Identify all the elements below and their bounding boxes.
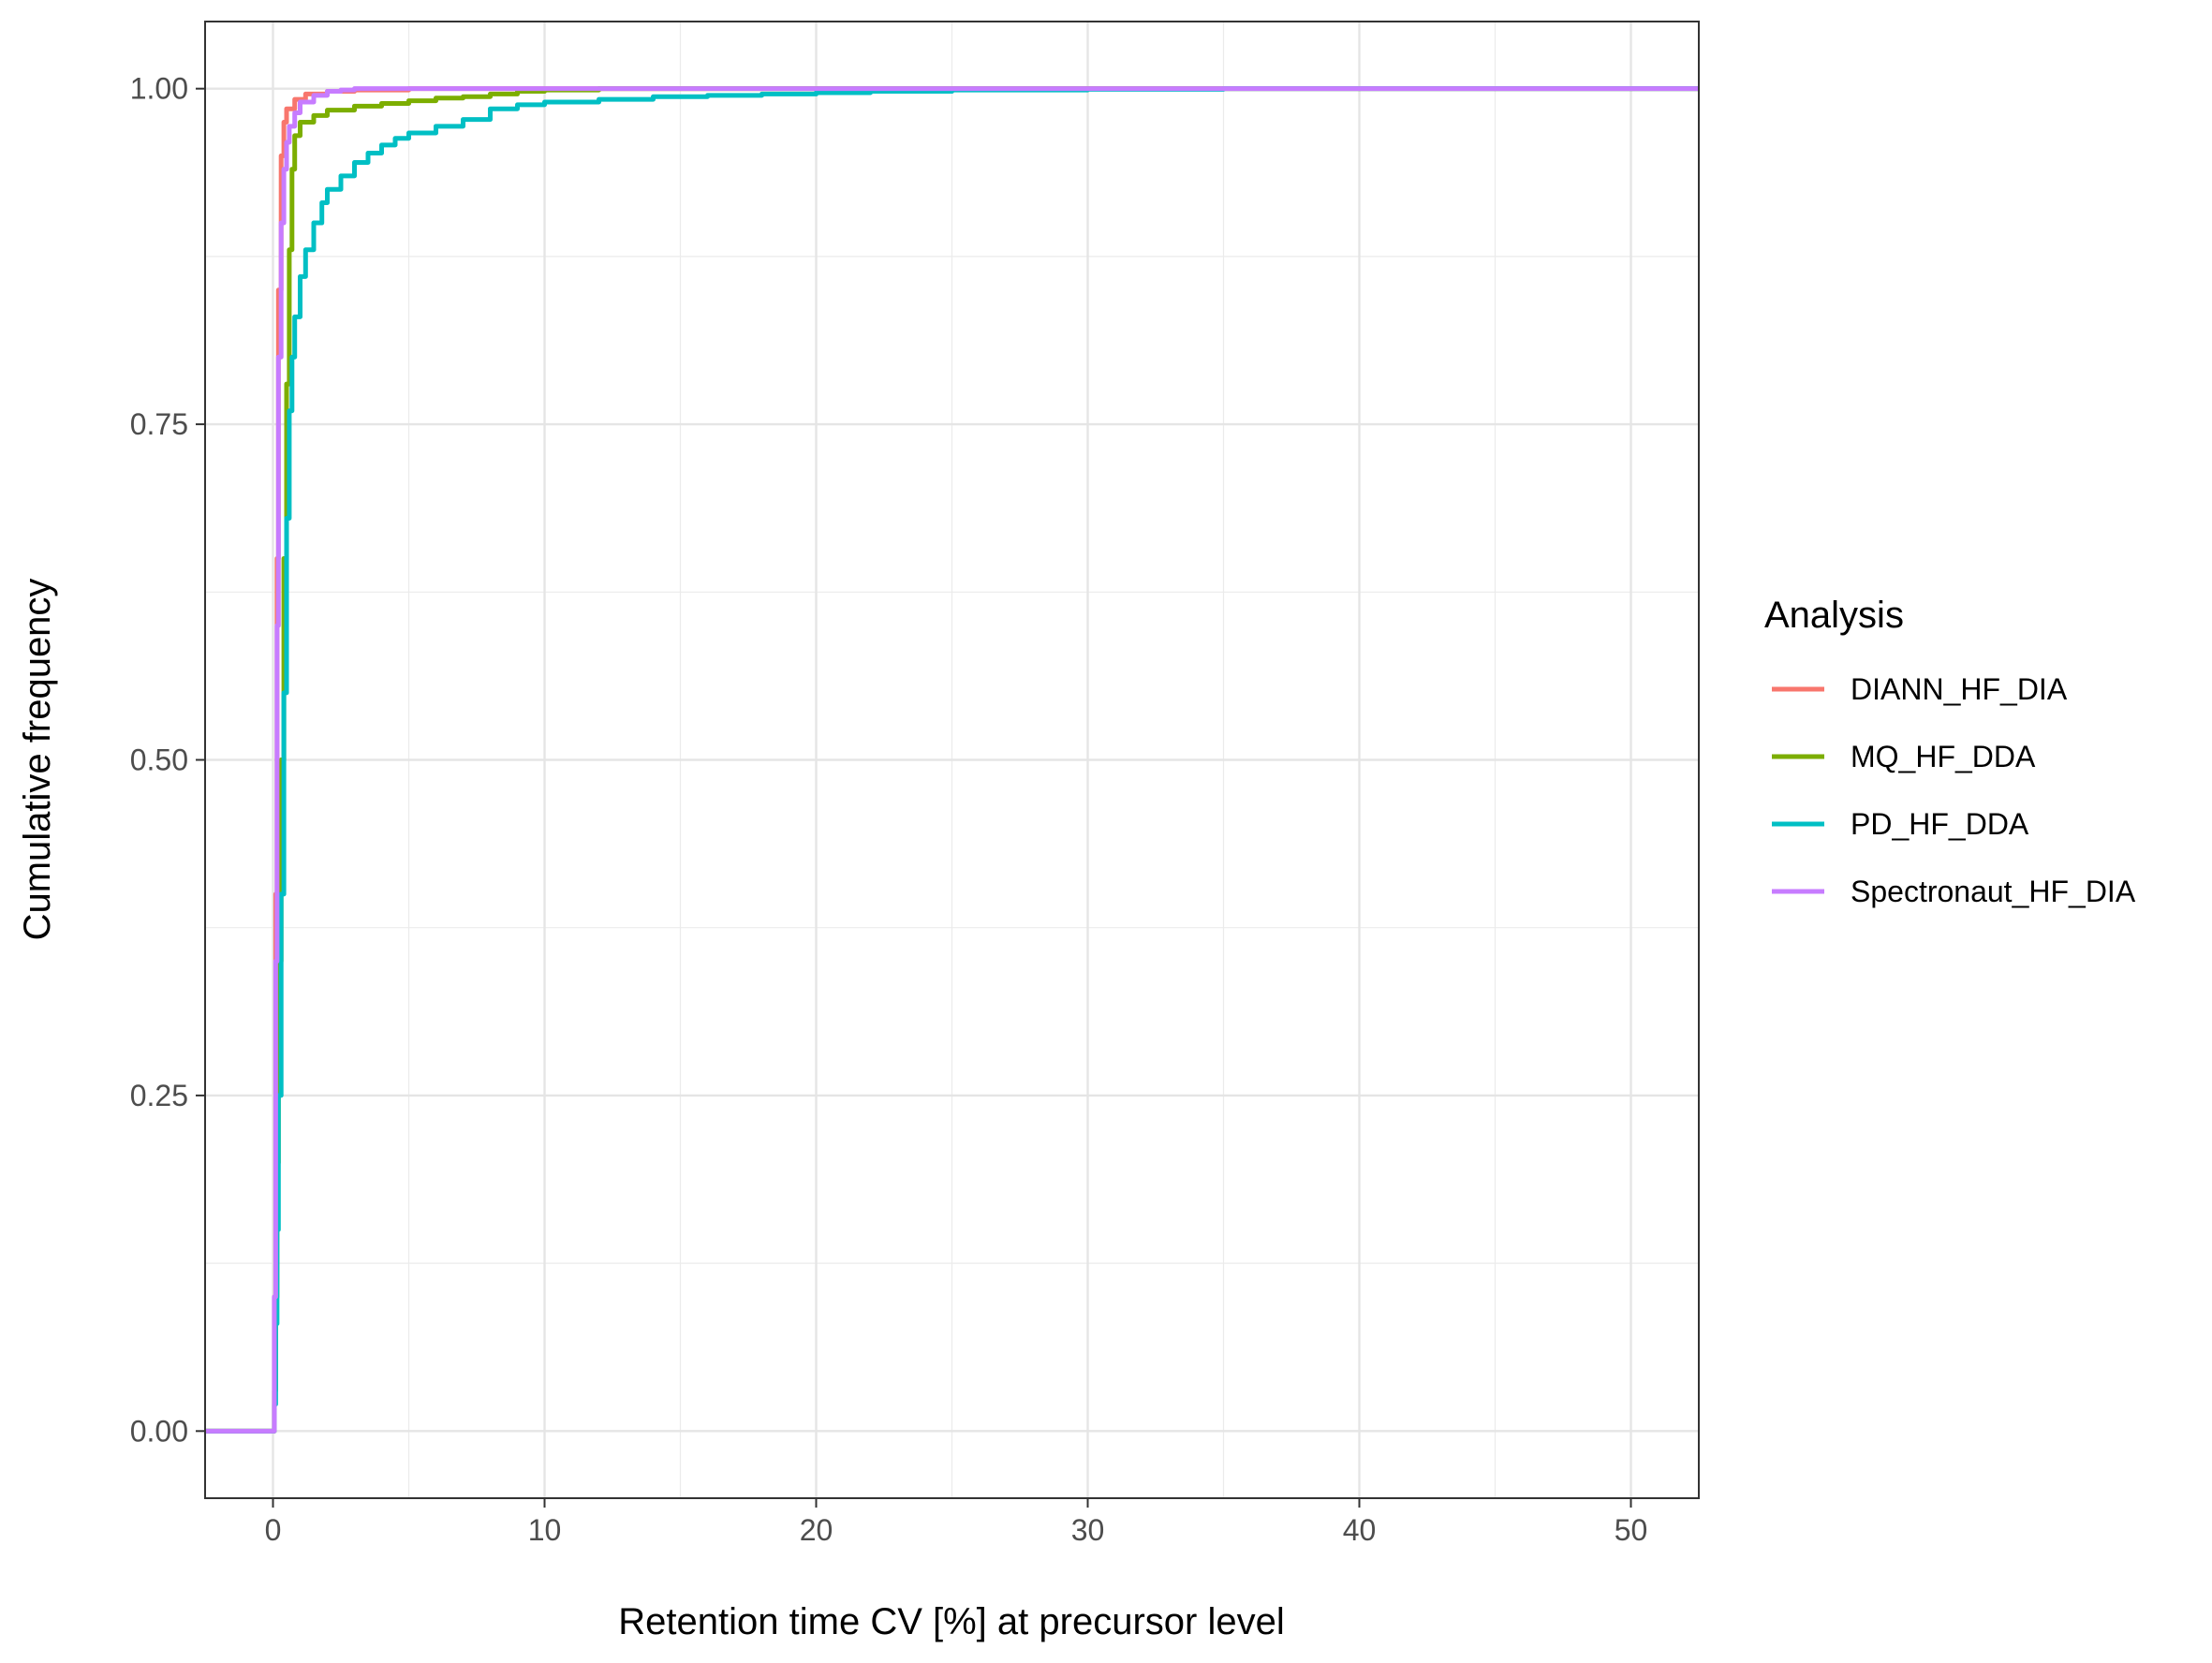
legend-label-spectronaut-hf-dia: Spectronaut_HF_DIA	[1851, 875, 2136, 908]
x-tick-label: 40	[1343, 1513, 1377, 1547]
x-tick-label: 20	[800, 1513, 833, 1547]
y-tick-label: 0.00	[130, 1414, 188, 1448]
legend-label-diann-hf-dia: DIANN_HF_DIA	[1851, 672, 2068, 706]
series-lines	[205, 86, 1699, 1434]
y-axis: 0.00 0.25 0.50 0.75 1.00	[130, 72, 205, 1448]
y-tick-label: 0.25	[130, 1079, 188, 1112]
y-tick-label: 1.00	[130, 72, 188, 106]
y-tick-label: 0.75	[130, 407, 188, 441]
x-axis: 0 10 20 30 40 50	[265, 1498, 1648, 1547]
y-tick-label: 0.50	[130, 743, 188, 777]
series-line-pd-hf-dda	[205, 86, 1699, 1434]
x-axis-title: Retention time CV [%] at precursor level	[618, 1601, 1284, 1642]
x-tick-label: 50	[1615, 1513, 1648, 1547]
legend-items: DIANN_HF_DIA MQ_HF_DDA PD_HF_DDA Spectronau…	[1772, 672, 2136, 908]
series-line-spectronaut-hf-dia	[205, 86, 1699, 1434]
x-tick-label: 0	[265, 1513, 282, 1547]
x-tick-label: 10	[528, 1513, 562, 1547]
y-axis-title: Cumulative frequency	[17, 579, 58, 941]
legend-title: Analysis	[1764, 595, 1904, 636]
legend-label-pd-hf-dda: PD_HF_DDA	[1851, 807, 2029, 841]
legend: Analysis DIANN_HF_DIA MQ_HF_DDA PD_HF_DDA S…	[1764, 595, 2136, 908]
x-tick-label: 30	[1071, 1513, 1105, 1547]
legend-label-mq-hf-dda: MQ_HF_DDA	[1851, 740, 2036, 773]
